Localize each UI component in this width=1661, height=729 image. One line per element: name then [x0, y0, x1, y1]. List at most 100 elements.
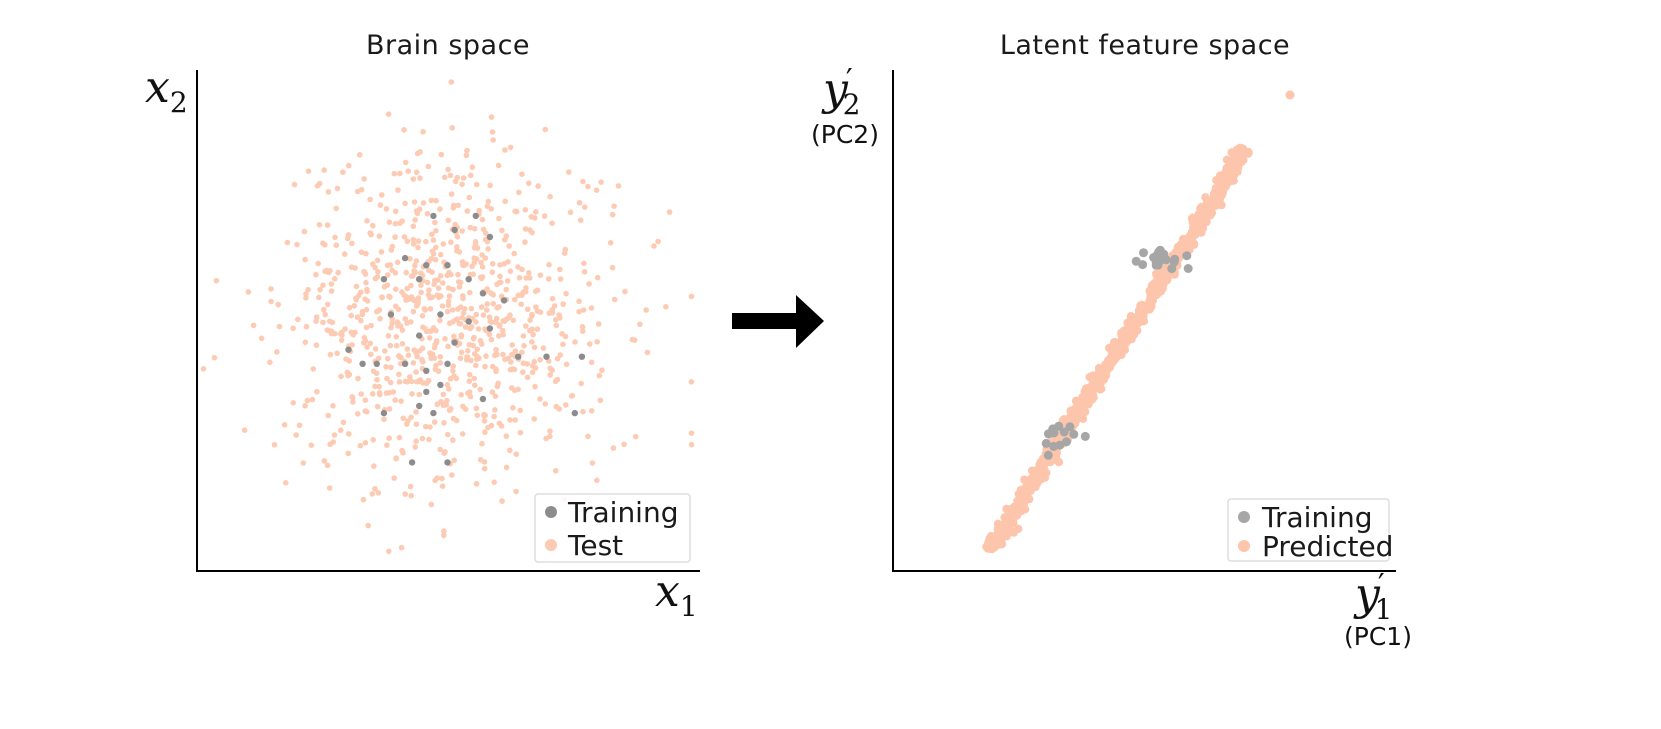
test-point — [426, 436, 432, 443]
test-point — [582, 204, 588, 210]
test-point — [386, 435, 393, 442]
test-point — [335, 269, 342, 276]
test-point — [392, 234, 398, 240]
test-point — [429, 269, 435, 276]
test-point — [585, 433, 591, 440]
predicted-point — [1009, 518, 1018, 528]
test-point — [629, 336, 636, 343]
test-point — [471, 255, 478, 261]
training-point — [373, 360, 380, 367]
test-point — [372, 486, 378, 492]
test-point — [392, 270, 399, 276]
test-point — [490, 300, 497, 307]
test-point — [516, 275, 523, 281]
test-point — [588, 408, 595, 414]
test-point — [340, 169, 346, 175]
test-point — [527, 317, 533, 323]
test-point — [327, 351, 334, 358]
test-point — [422, 423, 429, 430]
test-point — [303, 295, 309, 301]
test-point — [361, 334, 368, 341]
test-point — [563, 402, 569, 408]
brain-space-points — [200, 79, 695, 555]
test-point — [479, 440, 485, 447]
test-point — [315, 260, 322, 267]
test-point — [477, 337, 484, 344]
test-point — [485, 246, 491, 252]
training-point — [380, 276, 388, 283]
latent-space-points — [982, 90, 1295, 554]
test-point — [402, 159, 409, 166]
test-point — [561, 250, 568, 256]
test-point — [482, 255, 489, 261]
test-point — [519, 171, 525, 177]
training-point — [472, 212, 479, 220]
test-point — [411, 297, 418, 304]
test-point — [578, 380, 584, 387]
test-point — [354, 411, 361, 417]
test-point — [281, 422, 288, 428]
brain-space-panel: Brain space x2 x1 Training Test — [145, 30, 700, 623]
test-point — [435, 277, 441, 283]
predicted-point — [1125, 324, 1135, 333]
test-point — [496, 333, 502, 339]
test-point — [302, 339, 309, 346]
test-point — [549, 367, 555, 373]
test-point — [382, 348, 388, 354]
training-point — [380, 409, 388, 417]
predicted-point — [1096, 385, 1105, 394]
training-point — [444, 360, 451, 367]
test-point — [355, 375, 361, 382]
test-point — [437, 317, 443, 324]
test-point — [387, 379, 394, 386]
predicted-point — [1033, 473, 1042, 482]
test-point — [334, 350, 340, 357]
test-point — [250, 322, 257, 329]
test-point — [459, 181, 465, 188]
test-point — [557, 352, 564, 358]
test-point — [241, 427, 248, 434]
test-point — [429, 231, 435, 238]
test-point — [507, 417, 513, 423]
predicted-point — [985, 544, 994, 553]
test-point — [522, 239, 528, 245]
test-point — [283, 480, 289, 486]
test-point — [541, 213, 548, 219]
predicted-point — [1035, 465, 1045, 475]
test-point — [396, 371, 402, 378]
test-point — [303, 323, 310, 330]
test-point — [428, 255, 435, 262]
test-point — [213, 277, 220, 284]
test-point — [441, 528, 447, 534]
predicted-point — [1133, 326, 1142, 335]
predicted-point — [1180, 240, 1189, 250]
test-point — [457, 355, 464, 362]
test-point — [295, 316, 301, 323]
test-point — [396, 379, 403, 385]
test-point — [331, 432, 338, 438]
test-point — [321, 306, 327, 313]
test-point — [489, 261, 496, 267]
test-point — [321, 458, 328, 464]
test-point — [488, 336, 495, 343]
test-point — [663, 304, 669, 310]
test-point — [506, 243, 512, 249]
test-point — [377, 391, 383, 398]
test-point — [513, 451, 520, 458]
training-point — [430, 409, 437, 417]
test-point — [440, 402, 447, 409]
test-point — [363, 279, 369, 286]
test-point — [488, 422, 495, 429]
training-point — [1080, 431, 1090, 441]
test-point — [397, 323, 404, 330]
test-point — [410, 236, 417, 243]
predicted-point — [1004, 505, 1014, 514]
test-point — [405, 168, 412, 174]
test-point — [466, 378, 473, 385]
test-point — [502, 198, 509, 205]
test-point — [485, 198, 492, 205]
test-point — [497, 262, 503, 268]
test-point — [291, 181, 298, 188]
test-point — [268, 298, 274, 305]
test-point — [200, 366, 207, 372]
